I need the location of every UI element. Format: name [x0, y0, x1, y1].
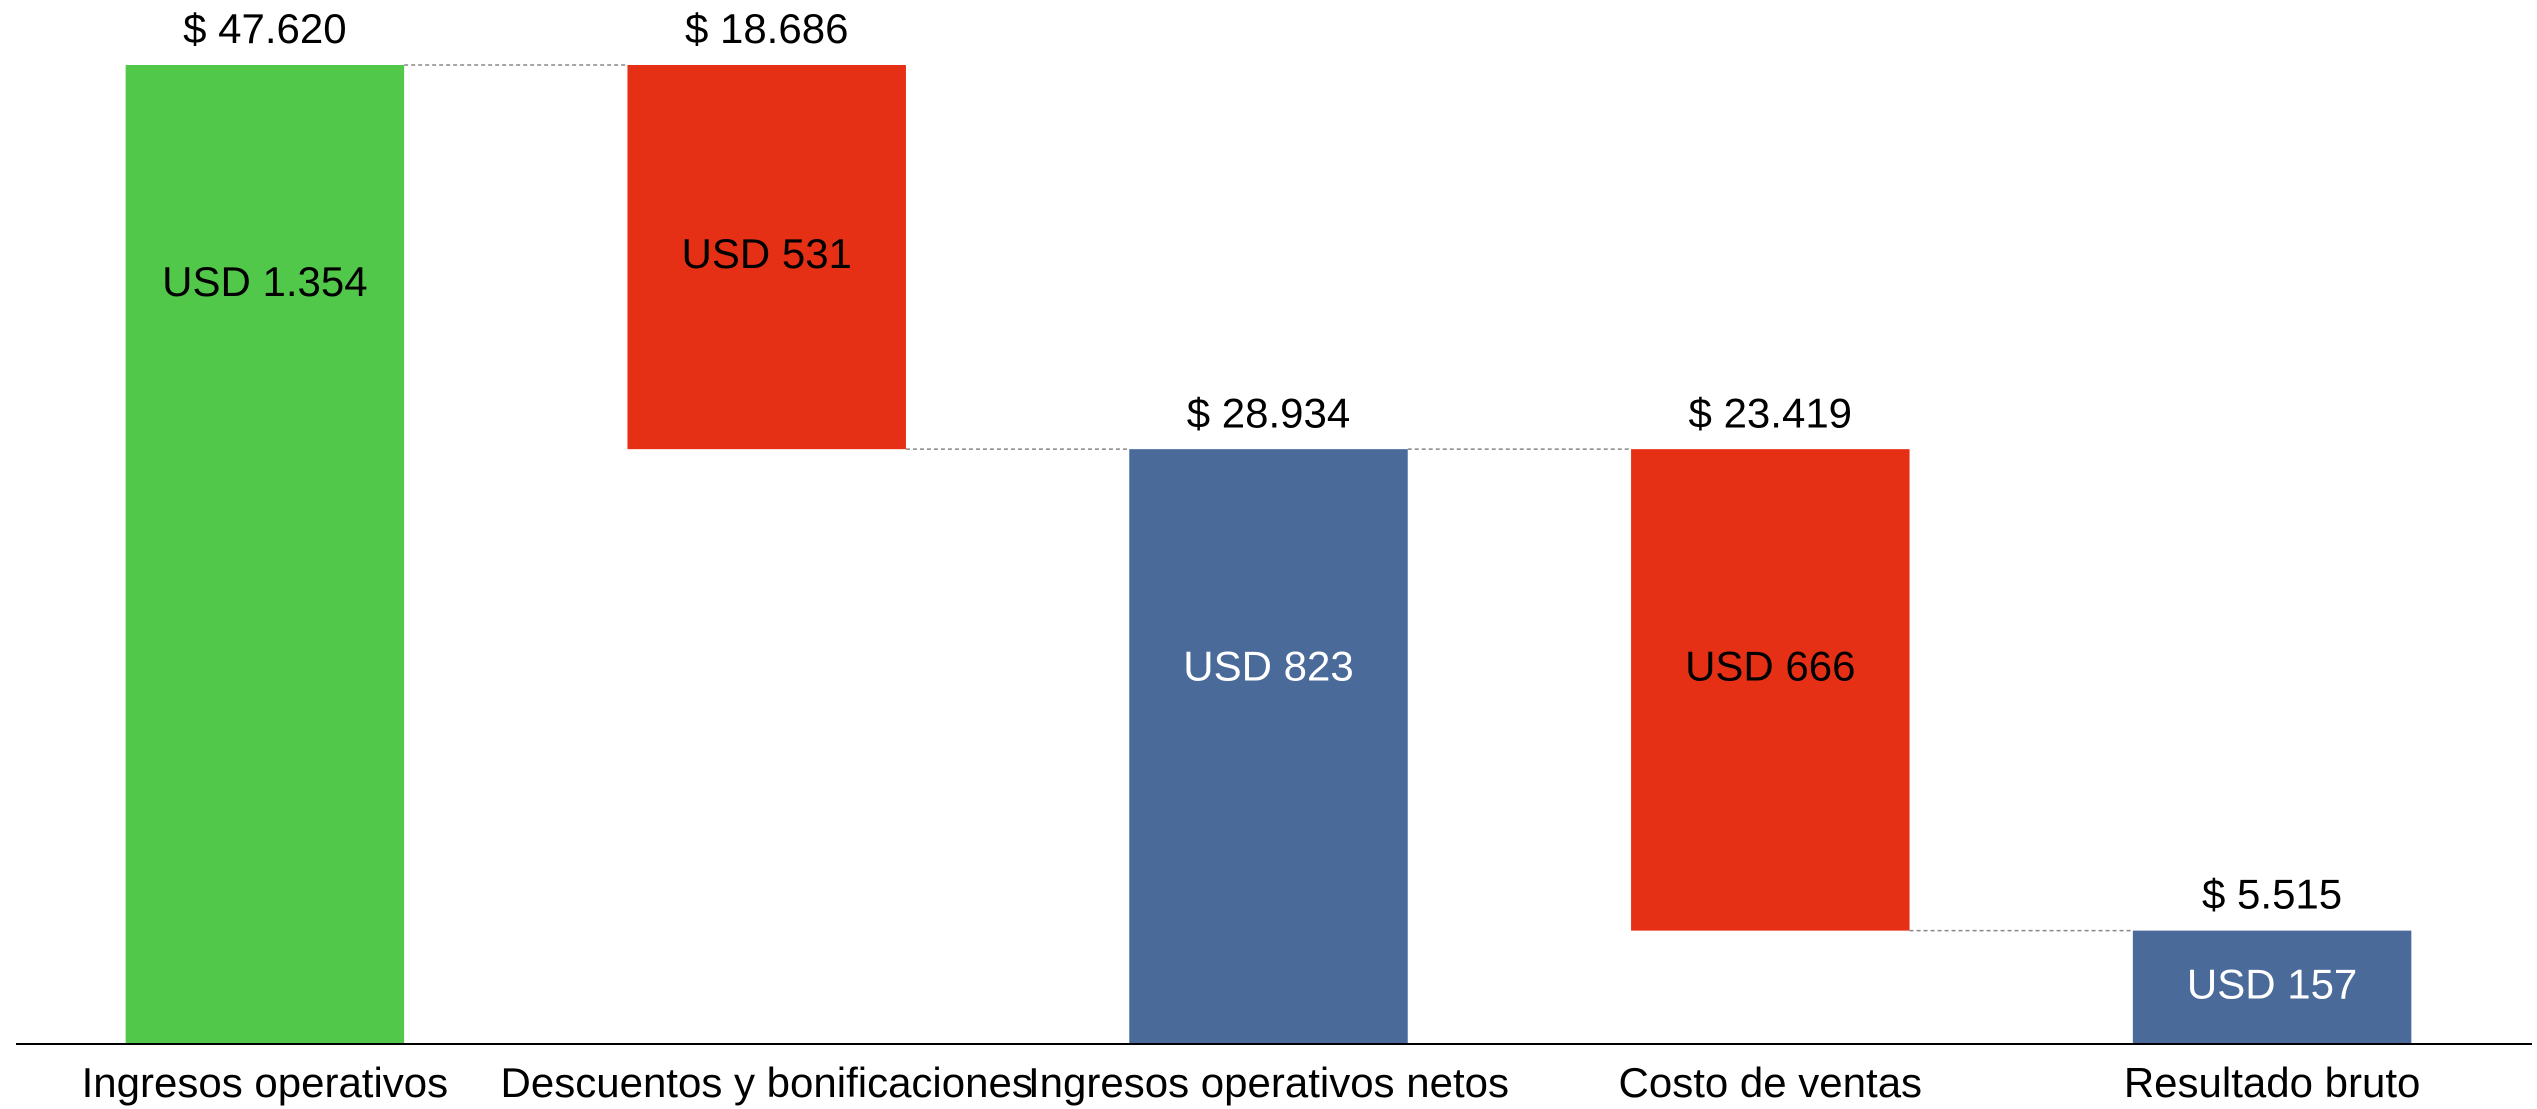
- value-label: $ 28.934: [1187, 389, 1351, 436]
- inner-label: USD 531: [681, 230, 851, 277]
- inner-label: USD 823: [1183, 642, 1353, 689]
- value-label: $ 18.686: [685, 5, 849, 52]
- inner-label: USD 157: [2187, 960, 2357, 1007]
- x-tick-label: Ingresos operativos: [82, 1059, 449, 1106]
- value-label: $ 47.620: [183, 5, 347, 52]
- bar: [2132, 930, 2412, 1044]
- bar: [1631, 449, 1910, 931]
- x-tick-label: Costo de ventas: [1619, 1059, 1923, 1106]
- inner-label: USD 1.354: [162, 258, 367, 305]
- bar: [1129, 449, 1408, 1044]
- bar: [627, 65, 906, 450]
- bar: [125, 65, 405, 1044]
- inner-label: USD 666: [1685, 642, 1855, 689]
- value-label: $ 23.419: [1689, 389, 1853, 436]
- x-tick-label: Ingresos operativos netos: [1028, 1059, 1509, 1106]
- x-tick-label: Resultado bruto: [2124, 1059, 2421, 1106]
- value-label: $ 5.515: [2202, 871, 2342, 918]
- x-tick-label: Descuentos y bonificaciones: [501, 1059, 1033, 1106]
